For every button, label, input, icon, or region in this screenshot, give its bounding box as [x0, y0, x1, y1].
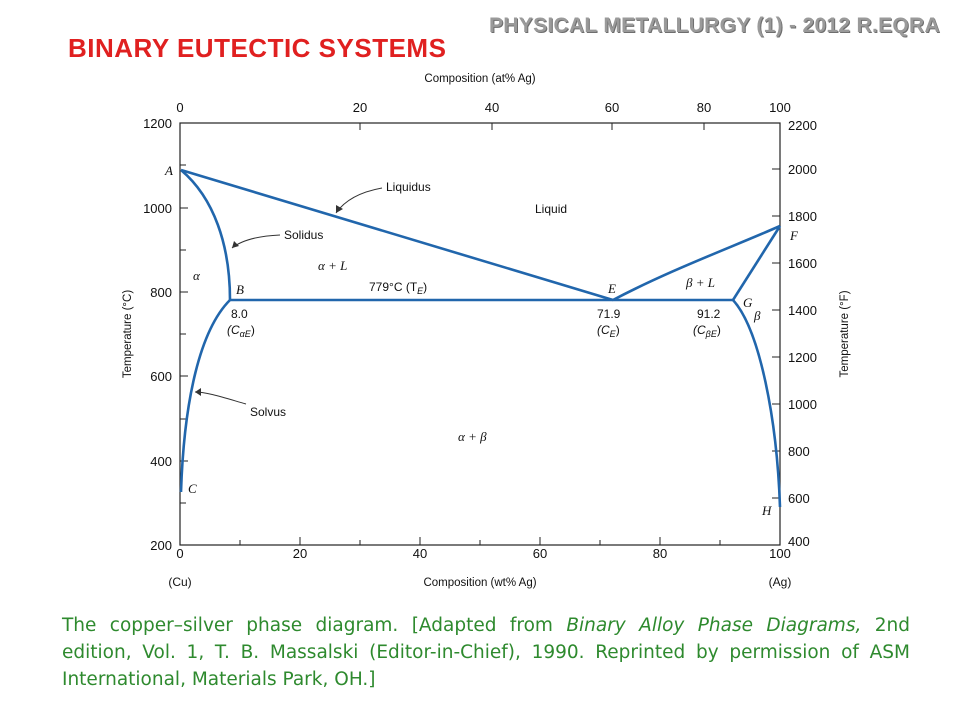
caption-book-title: Binary Alloy Phase Diagrams, [566, 615, 862, 636]
bottom-tick: 0 [176, 546, 183, 561]
caption-text-end: 2nd edition, Vol. 1, T. B. Massalski (Ed… [62, 615, 910, 690]
top-axis-label: Composition (at% Ag) [424, 73, 535, 85]
solvus-arrow-icon [195, 388, 201, 396]
c-e-label: (CE) [597, 323, 620, 339]
liquidus-arrow-icon [336, 205, 343, 213]
left-tick: 800 [150, 285, 172, 300]
solidus-arrow-icon [232, 241, 239, 248]
point-g-label: G [743, 295, 753, 310]
top-tick: 60 [605, 100, 619, 115]
bottom-tick: 40 [413, 546, 427, 561]
top-ticks: 0 20 40 60 80 100 [176, 100, 791, 130]
right-tick: 2000 [788, 162, 817, 177]
right-tick: 1400 [788, 303, 817, 318]
left-tick: 1000 [143, 201, 172, 216]
liquidus-line-left [180, 168, 614, 302]
top-tick: 100 [769, 100, 791, 115]
beta-plus-liquid-label: β + L [685, 275, 715, 290]
bottom-ticks: 0 20 40 60 80 100 [176, 537, 791, 561]
solvus-line-right [732, 299, 782, 508]
leader-lines [194, 187, 383, 405]
top-tick: 20 [353, 100, 367, 115]
right-tick: 1600 [788, 256, 817, 271]
left-tick: 200 [150, 538, 172, 553]
bottom-tick: 80 [653, 546, 667, 561]
right-tick: 800 [788, 444, 810, 459]
point-e-label: E [607, 281, 616, 296]
solidus-line-right [731, 225, 782, 301]
left-tick: 600 [150, 369, 172, 384]
phase-boundaries [179, 168, 782, 508]
top-tick: 0 [176, 100, 183, 115]
eutectic-temperature-label: 779°C (TE) [369, 280, 427, 296]
left-ticks: 200 400 600 800 1000 1200 [143, 116, 188, 553]
solvus-line-left [179, 299, 231, 493]
point-c-label: C [188, 481, 197, 496]
c-alpha-e-label: (CαE) [227, 323, 255, 339]
alpha-plus-liquid-label: α + L [318, 258, 347, 273]
alpha-plus-beta-label: α + β [458, 429, 487, 444]
right-tick: 1800 [788, 209, 817, 224]
point-b-label: B [236, 282, 244, 297]
top-tick: 40 [485, 100, 499, 115]
slide-title: BINARY EUTECTIC SYSTEMS [68, 33, 447, 63]
right-tick: 1200 [788, 350, 817, 365]
right-axis-label: Temperature (°F) [839, 290, 851, 377]
right-tick: 400 [788, 534, 810, 549]
liquidus-label: Liquidus [386, 180, 431, 194]
solvus-label: Solvus [250, 405, 286, 419]
c-e-value: 71.9 [597, 307, 621, 321]
left-tick: 400 [150, 454, 172, 469]
caption-text-start: The copper–silver phase diagram. [Adapte… [62, 615, 567, 636]
point-f-label: F [789, 228, 799, 243]
phase-diagram: Composition (at% Ag) 0 20 40 60 80 100 0… [122, 73, 851, 589]
solidus-line-left [180, 169, 232, 301]
bottom-axis-label: Composition (wt% Ag) [423, 577, 536, 589]
bottom-tick: 60 [533, 546, 547, 561]
c-beta-e-value: 91.2 [697, 307, 721, 321]
alpha-region-label: α [193, 268, 201, 283]
cu-end-label: (Cu) [168, 575, 191, 589]
figure-caption: The copper–silver phase diagram. [Adapte… [62, 612, 910, 693]
liquidus-line-right [612, 224, 781, 302]
liquid-region-label: Liquid [535, 202, 567, 216]
series-title: PHYSICAL METALLURGY (1) - 2012 R.EQRA [488, 14, 940, 37]
beta-region-label: β [753, 308, 761, 323]
point-h-label: H [761, 503, 772, 518]
c-beta-e-label: (CβE) [693, 323, 721, 339]
ag-end-label: (Ag) [769, 575, 792, 589]
top-tick: 80 [697, 100, 711, 115]
right-ticks: 400 600 800 1000 1200 1400 1600 1800 200… [772, 118, 817, 549]
point-a-label: A [164, 163, 173, 178]
plot-frame [179, 122, 781, 546]
bottom-tick: 100 [769, 546, 791, 561]
left-axis-label: Temperature (°C) [122, 290, 134, 378]
right-tick: 600 [788, 491, 810, 506]
bottom-tick: 20 [293, 546, 307, 561]
c-alpha-e-value: 8.0 [231, 307, 248, 321]
left-tick: 1200 [143, 116, 172, 131]
solidus-label: Solidus [284, 228, 323, 242]
right-tick: 1000 [788, 397, 817, 412]
right-tick: 2200 [788, 118, 817, 133]
